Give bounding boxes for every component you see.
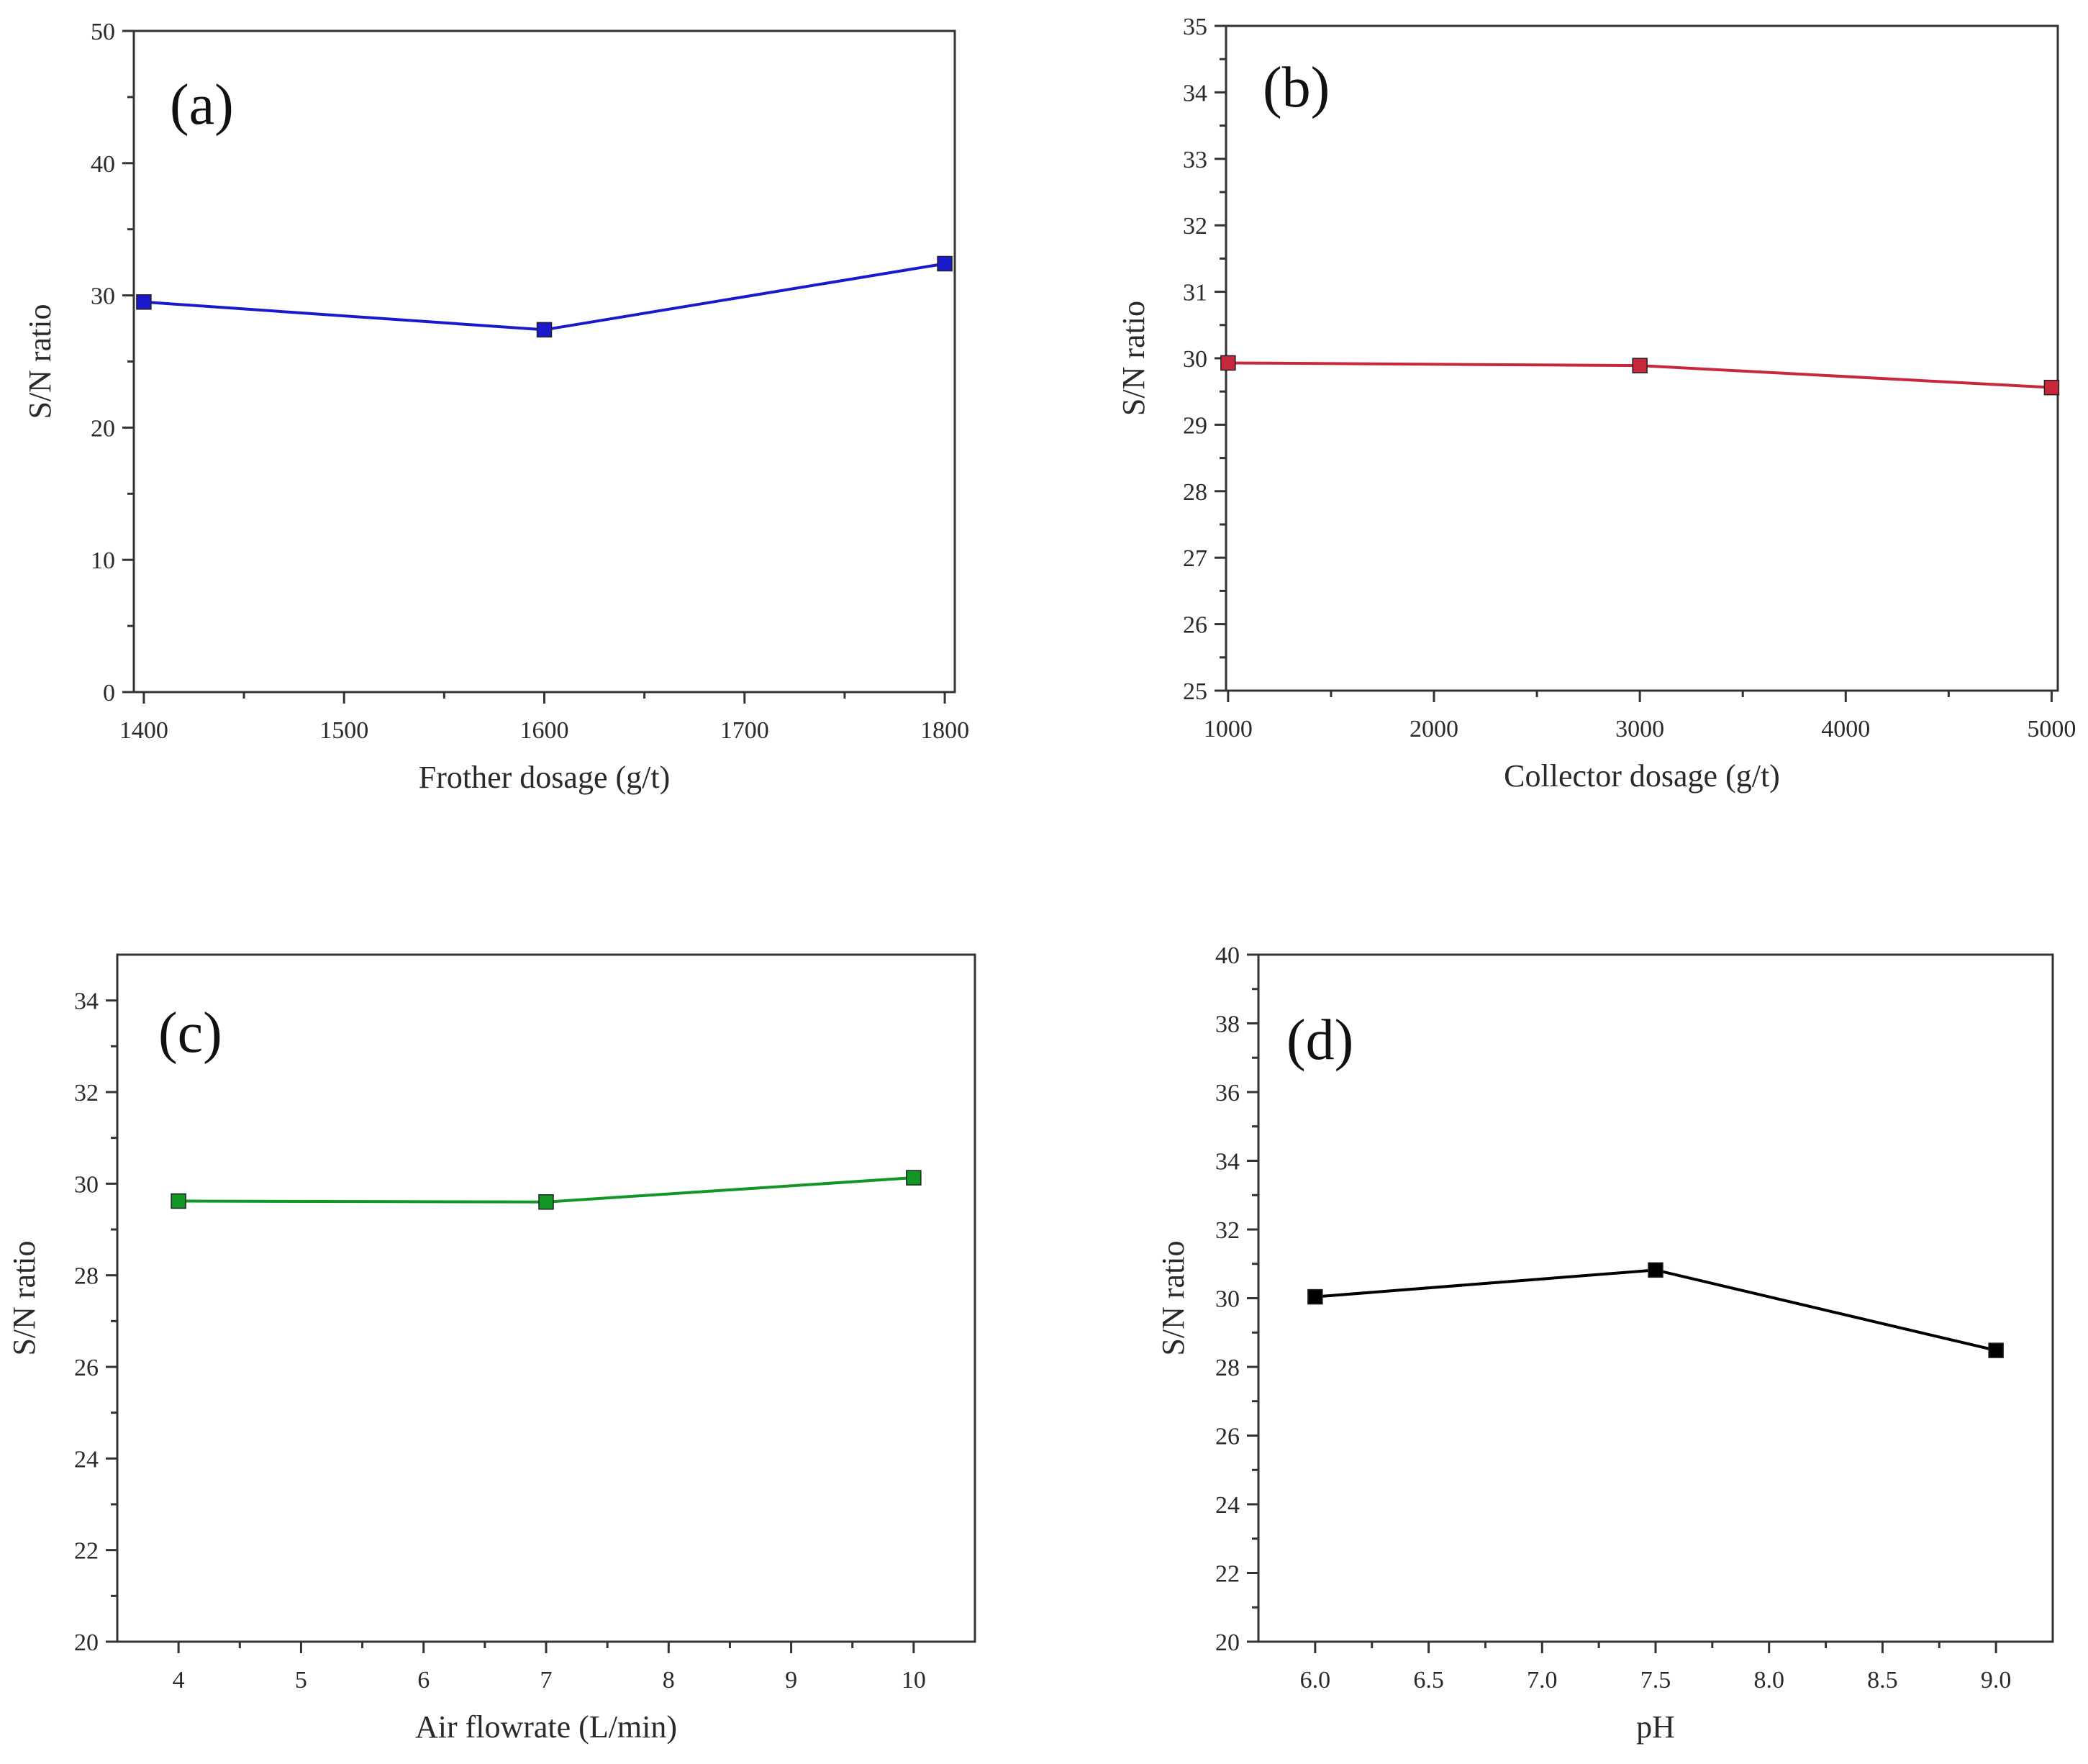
chart-b: 1000 2000 3000 4000 5000 25 26 27 28 29 30 31 32 33 34… xyxy=(1116,14,2076,794)
y-tick-label: 26 xyxy=(1215,1424,1240,1450)
x-tick-label: 7.0 xyxy=(1527,1667,1558,1693)
panel-label: (a) xyxy=(170,73,234,137)
y-axis-title: S/N ratio xyxy=(22,304,58,419)
panel-label: (b) xyxy=(1263,56,1330,119)
y-tick-label: 30 xyxy=(91,283,115,310)
y-tick-label: 29 xyxy=(1183,412,1207,439)
data-point xyxy=(1988,1342,2004,1358)
series-line xyxy=(1315,1268,1997,1352)
data-point xyxy=(1632,358,1648,373)
y-tick-label: 32 xyxy=(1183,213,1207,240)
y-tick-label: 20 xyxy=(74,1629,99,1656)
panel-label: (c) xyxy=(158,1001,222,1065)
y-tick-label: 28 xyxy=(1183,479,1207,506)
y-tick-label: 33 xyxy=(1183,147,1207,173)
data-point xyxy=(171,1193,186,1209)
y-axis-title: S/N ratio xyxy=(6,1240,42,1355)
x-axis-title: Air flowrate (L/min) xyxy=(415,1709,677,1745)
data-point xyxy=(1220,355,1236,371)
x-tick-label: 9 xyxy=(785,1667,797,1693)
x-tick-label: 7.5 xyxy=(1640,1667,1671,1693)
series-line xyxy=(143,262,945,332)
y-tick-label: 40 xyxy=(91,151,115,178)
x-tick-label: 6.5 xyxy=(1413,1667,1444,1693)
y-tick-label: 28 xyxy=(1215,1355,1240,1381)
y-tick-label: 0 xyxy=(103,680,115,706)
y-axis-title: S/N ratio xyxy=(1116,301,1151,416)
x-tick-label: 7 xyxy=(540,1667,553,1693)
y-tick-label: 36 xyxy=(1215,1080,1240,1106)
x-tick-label: 8 xyxy=(663,1667,675,1693)
x-tick-label: 8.5 xyxy=(1867,1667,1898,1693)
y-tick-label: 10 xyxy=(91,547,115,574)
data-point xyxy=(1648,1262,1663,1278)
y-tick-label: 34 xyxy=(1215,1149,1240,1176)
chart-d: 6.0 6.5 7.0 7.5 8.0 8.5 9.0 20 22 24 26 28 30 32 34 36 3… xyxy=(1156,942,2054,1745)
x-tick-label: 1600 xyxy=(520,717,569,744)
chart-a: 1400 1500 1600 1700 1800 0 10 20 30 40 50 Frother d… xyxy=(22,19,969,795)
x-tick-label: 1700 xyxy=(720,717,769,744)
data-point xyxy=(906,1170,922,1186)
y-tick-label: 38 xyxy=(1215,1011,1240,1038)
x-tick-label: 8.0 xyxy=(1753,1667,1784,1693)
y-tick-label: 25 xyxy=(1183,678,1207,705)
x-tick-label: 5000 xyxy=(2027,716,2076,742)
y-tick-label: 40 xyxy=(1215,942,1240,969)
y-tick-label: 30 xyxy=(1183,346,1207,373)
y-tick-label: 26 xyxy=(1183,612,1207,639)
x-tick-label: 1500 xyxy=(319,717,368,744)
y-tick-label: 24 xyxy=(74,1446,99,1473)
plot-frame xyxy=(116,953,976,1643)
x-tick-label: 6.0 xyxy=(1300,1667,1331,1693)
x-axis-title: Collector dosage (g/t) xyxy=(1504,758,1780,794)
x-tick-label: 2000 xyxy=(1410,716,1458,742)
x-tick-label: 4000 xyxy=(1821,716,1870,742)
data-point xyxy=(538,1194,554,1210)
x-axis-title: Frother dosage (g/t) xyxy=(419,760,670,795)
y-tick-label: 31 xyxy=(1183,280,1207,306)
y-tick-label: 30 xyxy=(1215,1286,1240,1313)
x-tick-label: 1800 xyxy=(920,717,969,744)
y-tick-label: 28 xyxy=(74,1263,99,1290)
plot-frame xyxy=(132,29,956,694)
data-point xyxy=(937,255,953,272)
data-point xyxy=(136,294,152,310)
y-tick-label: 22 xyxy=(1215,1561,1240,1588)
plot-frame xyxy=(1257,953,2054,1643)
y-tick-label: 32 xyxy=(1215,1217,1240,1244)
x-axis-title: pH xyxy=(1636,1709,1675,1745)
y-tick-label: 27 xyxy=(1183,545,1207,572)
x-tick-label: 10 xyxy=(902,1667,926,1693)
y-tick-label: 24 xyxy=(1215,1492,1240,1519)
y-tick-label: 30 xyxy=(74,1171,99,1198)
y-axis-title: S/N ratio xyxy=(1156,1240,1191,1355)
y-tick-label: 32 xyxy=(74,1080,99,1106)
y-tick-label: 26 xyxy=(74,1355,99,1381)
x-tick-label: 1000 xyxy=(1204,716,1253,742)
x-tick-label: 9.0 xyxy=(1981,1667,2012,1693)
y-tick-label: 20 xyxy=(91,415,115,442)
y-tick-label: 22 xyxy=(74,1538,99,1565)
y-tick-label: 50 xyxy=(91,19,115,45)
data-point xyxy=(2043,379,2060,396)
x-tick-label: 4 xyxy=(173,1667,185,1693)
panel-label: (d) xyxy=(1286,1009,1353,1072)
data-point xyxy=(536,322,553,338)
y-tick-label: 34 xyxy=(1183,80,1207,106)
x-tick-label: 5 xyxy=(295,1667,307,1693)
data-point xyxy=(1307,1288,1323,1305)
x-tick-label: 3000 xyxy=(1615,716,1664,742)
y-tick-label: 20 xyxy=(1215,1629,1240,1656)
x-tick-label: 1400 xyxy=(119,717,168,744)
y-tick-label: 34 xyxy=(74,988,99,1015)
chart-c: 4 5 6 7 8 9 10 20 22 24 26 28 30 32 34 Air flowrate (L/… xyxy=(6,953,976,1745)
x-tick-label: 6 xyxy=(417,1667,430,1693)
y-tick-label: 35 xyxy=(1183,14,1207,40)
